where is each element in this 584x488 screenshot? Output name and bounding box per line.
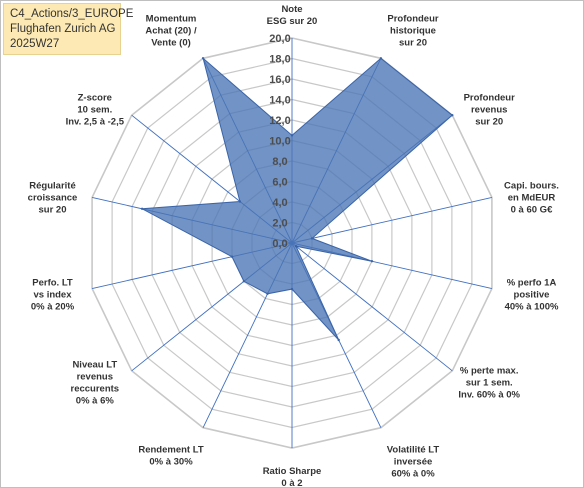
- axis-label-line: Inv. 2,5 à -2,5: [66, 117, 125, 128]
- axis-label-line: 0% à 30%: [149, 456, 193, 467]
- data-point: [310, 237, 314, 240]
- axis-label-line: en MdEUR: [508, 192, 556, 203]
- axis-label-line: sur 20: [39, 204, 67, 215]
- header-category: C4_Actions/3_EUROPE: [10, 8, 134, 20]
- data-point: [294, 245, 298, 248]
- axis-label-line: 0% à 20%: [31, 302, 75, 313]
- tick-label: 4,0: [272, 197, 287, 209]
- axis-label-line: Perfo. LT: [32, 278, 73, 289]
- tick-label: 18,0: [269, 54, 290, 66]
- axis-label: Ratio Sharpe 0 à 2: [263, 466, 322, 488]
- data-point: [379, 57, 383, 60]
- axis-label-line: sur 1 sem.: [466, 378, 513, 389]
- tick-label: 6,0: [272, 177, 287, 189]
- axis-label: Régularité croissance sur 20: [28, 180, 78, 215]
- axis-label: % perte max. sur 1 sem. Inv. 60% à 0%: [458, 366, 520, 401]
- axis-label-line: Note: [281, 4, 302, 15]
- data-point: [370, 260, 374, 263]
- tick-label: 12,0: [269, 115, 290, 127]
- axis-label: Note ESG sur 20: [267, 4, 318, 27]
- tick-label: 10,0: [269, 136, 290, 148]
- axis-label: % perfo 1A positive 40% à 100%: [505, 278, 559, 313]
- axis-label-line: Inv. 60% à 0%: [458, 390, 520, 401]
- axis-label-line: Profondeur: [464, 93, 515, 104]
- axis-label-line: % perfo 1A: [507, 278, 557, 289]
- tick-label: 0,0: [272, 238, 287, 250]
- axis-label-line: positive: [514, 290, 550, 301]
- axis-label-line: historique: [390, 26, 436, 37]
- axis-label-line: 0 à 2: [281, 478, 302, 488]
- axis-label-line: 60% à 0%: [391, 468, 435, 479]
- tick-label: 20,0: [269, 33, 290, 45]
- data-point: [266, 292, 269, 295]
- tick-label: 2,0: [272, 218, 287, 230]
- tick-label: 14,0: [269, 95, 290, 107]
- axis-label-line: 10 sem.: [77, 105, 112, 116]
- axis-label-line: Achat (20) /: [145, 26, 197, 37]
- header-week: 2025W27: [10, 38, 60, 50]
- axis-label: Profondeur revenus sur 20: [464, 93, 515, 128]
- axis-label-line: sur 20: [475, 117, 503, 128]
- axis-label-line: Ratio Sharpe: [263, 466, 322, 477]
- axis-label-line: Rendement LT: [138, 444, 203, 455]
- data-point: [238, 200, 242, 203]
- axis-label-line: revenus: [77, 372, 113, 383]
- axis-label-line: 0 à 60 G€: [511, 204, 553, 215]
- data-point: [451, 114, 454, 117]
- data-point: [242, 280, 246, 283]
- axis-label-line: reccurents: [71, 384, 120, 395]
- axis-label-line: croissance: [28, 192, 78, 203]
- axis-label-line: vs index: [33, 290, 72, 301]
- tick-label: 16,0: [269, 74, 290, 86]
- axis-spoke: [291, 196, 493, 244]
- axis-label: Z-score 10 sem. Inv. 2,5 à -2,5: [66, 93, 125, 128]
- axis-label-line: revenus: [471, 105, 507, 116]
- axis-label: Perfo. LT vs index 0% à 20%: [31, 278, 75, 313]
- data-point: [201, 57, 205, 60]
- axis-label-line: Momentum: [146, 14, 197, 25]
- axis-label-line: Profondeur: [387, 14, 438, 25]
- chart-header-box: C4_Actions/3_EUROPE Flughafen Zurich AG …: [3, 3, 134, 55]
- axis-label-line: 0% à 6%: [76, 396, 115, 407]
- axis-spoke: [291, 242, 453, 372]
- axis-label: Capi. bours. en MdEUR 0 à 60 G€: [504, 180, 559, 215]
- axis-label-line: 40% à 100%: [505, 302, 559, 313]
- data-point: [290, 134, 294, 137]
- axis-label-line: inversée: [394, 456, 433, 467]
- axis-label-line: Z-score: [78, 93, 112, 104]
- axis-label: Profondeur historique sur 20: [387, 14, 438, 49]
- axis-label-line: Capi. bours.: [504, 180, 559, 191]
- axis-label: Niveau LT revenus reccurents 0% à 6%: [71, 360, 120, 407]
- axis-label-line: ESG sur 20: [267, 16, 318, 27]
- axis-label-line: % perte max.: [460, 366, 519, 377]
- axis-label-line: Niveau LT: [72, 360, 117, 371]
- tick-label: 8,0: [272, 156, 287, 168]
- axis-label-line: Volatilité LT: [387, 444, 440, 455]
- axis-label-line: Régularité: [29, 180, 75, 191]
- axis-label-line: sur 20: [399, 38, 427, 49]
- data-point: [230, 255, 234, 258]
- axis-label: Momentum Achat (20) / Vente (0): [145, 14, 197, 49]
- axis-label: Volatilité LT inversée 60% à 0%: [387, 444, 440, 479]
- header-company: Flughafen Zurich AG: [10, 23, 116, 35]
- data-point: [290, 287, 294, 291]
- data-point: [140, 207, 144, 210]
- data-point: [337, 338, 340, 342]
- axis-label-line: Vente (0): [151, 38, 191, 49]
- axis-label: Rendement LT 0% à 30%: [138, 444, 203, 467]
